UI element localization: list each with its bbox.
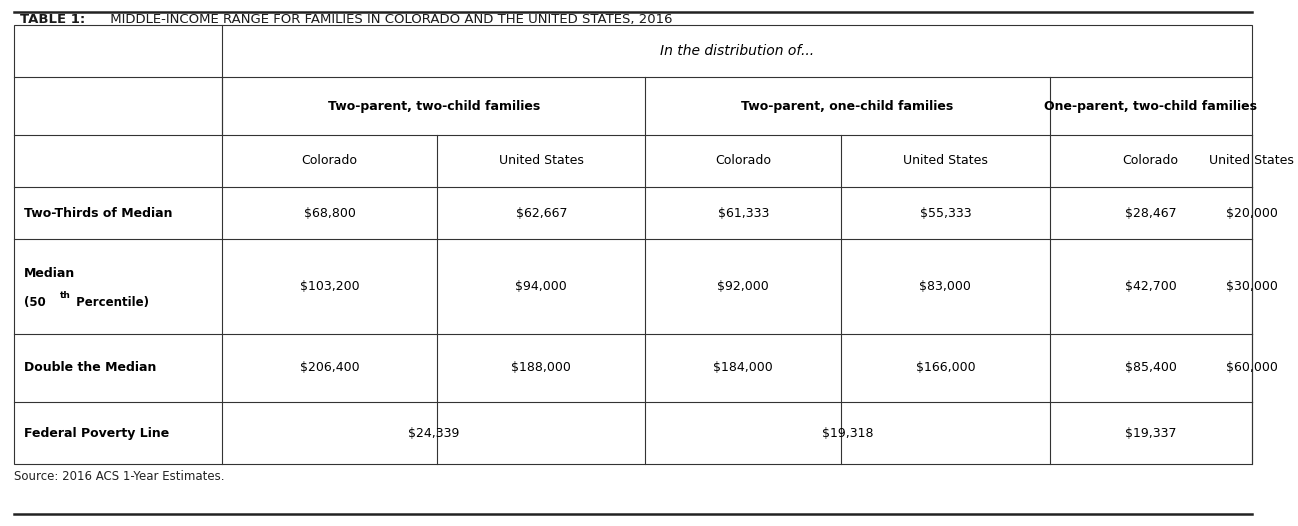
Text: Colorado: Colorado [301, 155, 358, 167]
Text: $30,000: $30,000 [1225, 280, 1277, 293]
Bar [14, 25, 1251, 464]
Text: $94,000: $94,000 [515, 280, 567, 293]
Text: Two-Thirds of Median: Two-Thirds of Median [25, 207, 173, 220]
Text: United States: United States [903, 155, 988, 167]
Text: Two-parent, two-child families: Two-parent, two-child families [328, 99, 540, 113]
Text: th: th [60, 291, 70, 300]
Text: $61,333: $61,333 [718, 207, 768, 220]
Text: $24,339: $24,339 [409, 427, 459, 440]
Text: In the distribution of...: In the distribution of... [659, 44, 814, 58]
Text: $42,700: $42,700 [1124, 280, 1176, 293]
Text: $28,467: $28,467 [1125, 207, 1176, 220]
Text: $60,000: $60,000 [1225, 361, 1277, 374]
Text: $19,318: $19,318 [822, 427, 874, 440]
Text: Median: Median [25, 267, 75, 280]
Text: $206,400: $206,400 [300, 361, 360, 374]
Text: $19,337: $19,337 [1125, 427, 1176, 440]
Text: $92,000: $92,000 [718, 280, 770, 293]
Text: $20,000: $20,000 [1225, 207, 1277, 220]
Text: United States: United States [1210, 155, 1294, 167]
Text: $62,667: $62,667 [515, 207, 567, 220]
Text: $55,333: $55,333 [919, 207, 971, 220]
Text: $85,400: $85,400 [1124, 361, 1176, 374]
Text: $166,000: $166,000 [915, 361, 975, 374]
Text: Percentile): Percentile) [73, 296, 149, 309]
Text: Double the Median: Double the Median [25, 361, 157, 374]
Text: Federal Poverty Line: Federal Poverty Line [25, 427, 169, 440]
Text: $103,200: $103,200 [300, 280, 360, 293]
Text: Colorado: Colorado [1123, 155, 1179, 167]
Text: $83,000: $83,000 [919, 280, 971, 293]
Text: $68,800: $68,800 [304, 207, 356, 220]
Text: Two-parent, one-child families: Two-parent, one-child families [741, 99, 954, 113]
Text: Source: 2016 ACS 1-Year Estimates.: Source: 2016 ACS 1-Year Estimates. [14, 470, 225, 483]
Text: (50: (50 [25, 296, 45, 309]
Text: $188,000: $188,000 [511, 361, 571, 374]
Text: Colorado: Colorado [715, 155, 771, 167]
Text: $184,000: $184,000 [714, 361, 774, 374]
Text: United States: United States [498, 155, 584, 167]
Text: One-parent, two-child families: One-parent, two-child families [1044, 99, 1256, 113]
Text: MIDDLE-INCOME RANGE FOR FAMILIES IN COLORADO AND THE UNITED STATES, 2016: MIDDLE-INCOME RANGE FOR FAMILIES IN COLO… [106, 13, 672, 26]
Text: TABLE 1:: TABLE 1: [21, 13, 86, 26]
